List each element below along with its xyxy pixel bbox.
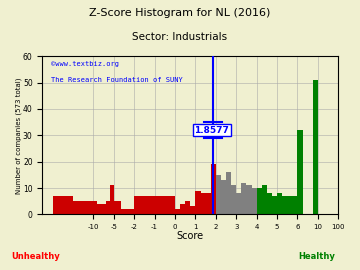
Bar [110,185,114,214]
Bar [93,201,98,214]
Bar [282,196,287,214]
Text: Z-Score Histogram for NL (2016): Z-Score Histogram for NL (2016) [89,8,271,18]
Bar [236,193,241,214]
Bar [185,201,190,214]
Bar [231,185,236,214]
Bar [98,204,102,214]
Bar [257,188,262,214]
Bar [297,130,302,214]
Text: ©www.textbiz.org: ©www.textbiz.org [51,61,119,67]
Text: 1.8577: 1.8577 [194,126,229,134]
Text: Unhealthy: Unhealthy [12,252,60,261]
Bar [221,180,226,214]
Bar [216,175,221,214]
Y-axis label: Number of companies (573 total): Number of companies (573 total) [15,77,22,194]
Bar [252,188,257,214]
Bar [206,193,211,214]
Bar [277,193,282,214]
Bar [114,201,121,214]
Bar [102,204,105,214]
Bar [287,196,292,214]
Bar [73,201,93,214]
Bar [175,209,180,214]
Bar [121,209,127,214]
Bar [226,172,231,214]
Text: Healthy: Healthy [298,252,335,261]
Bar [246,185,252,214]
Bar [272,196,277,214]
Bar [53,196,73,214]
Bar [211,164,216,214]
Bar [262,185,267,214]
Bar [127,209,134,214]
Bar [292,196,297,214]
Bar [195,191,201,214]
Bar [134,196,154,214]
X-axis label: Score: Score [177,231,204,241]
Bar [154,196,175,214]
Bar [241,183,246,214]
Text: The Research Foundation of SUNY: The Research Foundation of SUNY [51,77,183,83]
Bar [313,80,318,214]
Bar [190,207,195,214]
Bar [267,193,272,214]
Bar [105,201,110,214]
Bar [201,193,206,214]
Text: Sector: Industrials: Sector: Industrials [132,32,228,42]
Bar [180,204,185,214]
